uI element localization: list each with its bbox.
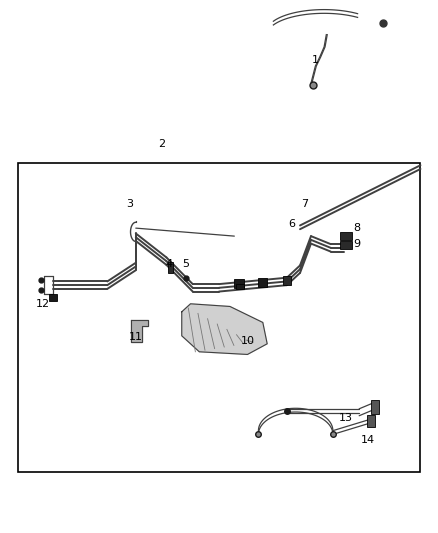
- Text: 13: 13: [339, 414, 353, 423]
- Polygon shape: [182, 304, 267, 354]
- Bar: [258, 278, 267, 287]
- Bar: [234, 279, 244, 288]
- Bar: [236, 284, 244, 289]
- Bar: [371, 400, 379, 414]
- Text: 1: 1: [312, 55, 319, 64]
- Text: 8: 8: [353, 223, 360, 233]
- Bar: [340, 231, 352, 239]
- Text: 10: 10: [240, 336, 254, 346]
- Bar: [340, 241, 352, 249]
- Bar: [49, 294, 57, 301]
- Bar: [168, 262, 173, 273]
- Bar: [18, 163, 420, 472]
- Text: 12: 12: [36, 299, 50, 309]
- Polygon shape: [131, 320, 148, 342]
- Text: 4: 4: [165, 259, 172, 269]
- Text: 14: 14: [361, 435, 375, 445]
- Text: 11: 11: [129, 332, 143, 342]
- Text: 2: 2: [159, 139, 166, 149]
- Text: 6: 6: [288, 219, 295, 229]
- Text: 7: 7: [301, 199, 308, 208]
- Bar: [367, 415, 375, 427]
- Text: 9: 9: [353, 239, 360, 248]
- Bar: [283, 276, 291, 285]
- Text: 3: 3: [126, 199, 133, 209]
- Text: 5: 5: [183, 259, 190, 269]
